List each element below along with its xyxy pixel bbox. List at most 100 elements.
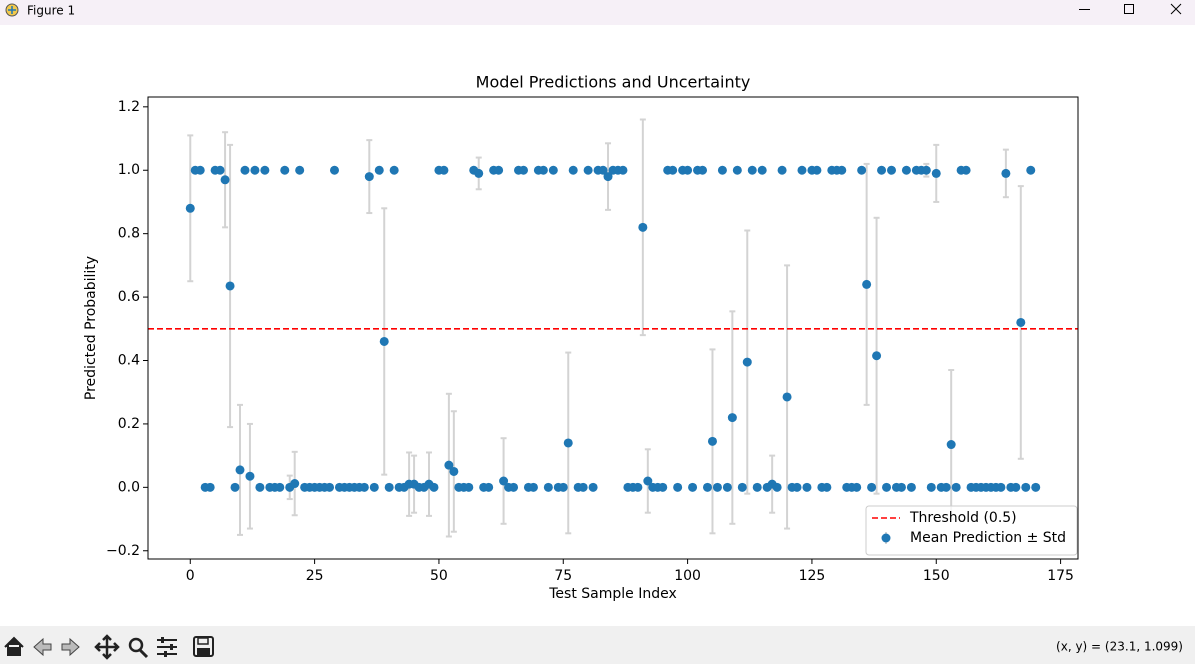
point <box>921 165 931 175</box>
point <box>717 165 727 175</box>
y-tick-label: 0.4 <box>118 353 140 369</box>
point <box>638 222 648 232</box>
point <box>772 482 782 492</box>
point <box>1021 482 1031 492</box>
save-button[interactable] <box>193 636 214 657</box>
point <box>444 460 454 470</box>
point <box>449 466 459 476</box>
point <box>528 482 538 492</box>
point <box>931 168 941 178</box>
point <box>359 482 369 492</box>
y-tick-label: 0.2 <box>118 416 140 432</box>
point <box>235 465 245 475</box>
point <box>295 165 305 175</box>
point <box>906 482 916 492</box>
y-axis-label: Predicted Probability <box>83 256 99 400</box>
y-tick-label: 0.6 <box>118 289 140 305</box>
point <box>618 165 628 175</box>
point <box>290 479 300 489</box>
point <box>578 482 588 492</box>
point <box>643 476 653 486</box>
point <box>926 482 936 492</box>
point <box>543 482 553 492</box>
point <box>792 482 802 492</box>
point <box>1031 482 1041 492</box>
point <box>474 168 484 178</box>
point <box>464 482 474 492</box>
point <box>747 165 757 175</box>
point <box>598 165 608 175</box>
point <box>1016 317 1026 327</box>
point <box>230 482 240 492</box>
point <box>384 482 394 492</box>
point <box>195 165 205 175</box>
point <box>538 165 548 175</box>
point <box>737 482 747 492</box>
point <box>439 165 449 175</box>
y-tick-label: 1.0 <box>118 162 140 178</box>
point <box>752 482 762 492</box>
point <box>325 482 335 492</box>
point <box>712 482 722 492</box>
point <box>563 438 573 448</box>
point <box>389 165 399 175</box>
home-button[interactable] <box>4 636 24 656</box>
window-title: Figure 1 <box>27 4 75 18</box>
point <box>240 165 250 175</box>
point <box>727 413 737 423</box>
point <box>698 165 708 175</box>
point <box>250 165 260 175</box>
point <box>688 482 698 492</box>
point <box>961 165 971 175</box>
point <box>260 165 270 175</box>
app-icon <box>5 3 19 17</box>
point <box>220 175 230 185</box>
point <box>1011 482 1021 492</box>
point <box>742 357 752 367</box>
legend-marker <box>881 533 891 543</box>
x-tick-label: 100 <box>674 568 701 584</box>
point <box>275 482 285 492</box>
legend: Threshold (0.5) Mean Prediction ± Std <box>865 505 1078 556</box>
point <box>633 482 643 492</box>
chart-title: Model Predictions and Uncertainty <box>476 73 751 92</box>
zoom-button[interactable] <box>128 637 149 659</box>
point <box>857 165 867 175</box>
close-button[interactable] <box>1170 3 1182 15</box>
point <box>499 476 509 486</box>
point <box>374 165 384 175</box>
point <box>255 482 265 492</box>
pan-button[interactable] <box>94 634 120 660</box>
title-bar <box>0 0 1195 25</box>
forward-button[interactable] <box>61 637 80 657</box>
point <box>518 165 528 175</box>
point <box>1001 168 1011 178</box>
configure-button[interactable] <box>157 637 177 657</box>
x-tick-label: 125 <box>799 568 826 584</box>
x-axis-label: Test Sample Index <box>548 586 677 602</box>
point <box>568 165 578 175</box>
point <box>185 203 195 213</box>
point <box>707 436 717 446</box>
point <box>901 165 911 175</box>
point <box>588 482 598 492</box>
point <box>837 165 847 175</box>
maximize-button[interactable] <box>1124 4 1134 14</box>
point <box>215 165 225 175</box>
point <box>722 482 732 492</box>
point <box>379 336 389 346</box>
back-button[interactable] <box>33 637 52 657</box>
point <box>429 482 439 492</box>
point <box>1026 165 1036 175</box>
plot-frame <box>147 96 1079 560</box>
point <box>603 172 613 182</box>
point <box>732 165 742 175</box>
point <box>702 482 712 492</box>
point <box>484 482 494 492</box>
legend-box <box>865 505 1078 556</box>
point <box>996 482 1006 492</box>
point <box>777 165 787 175</box>
point <box>509 482 519 492</box>
point <box>225 281 235 291</box>
point <box>887 165 897 175</box>
